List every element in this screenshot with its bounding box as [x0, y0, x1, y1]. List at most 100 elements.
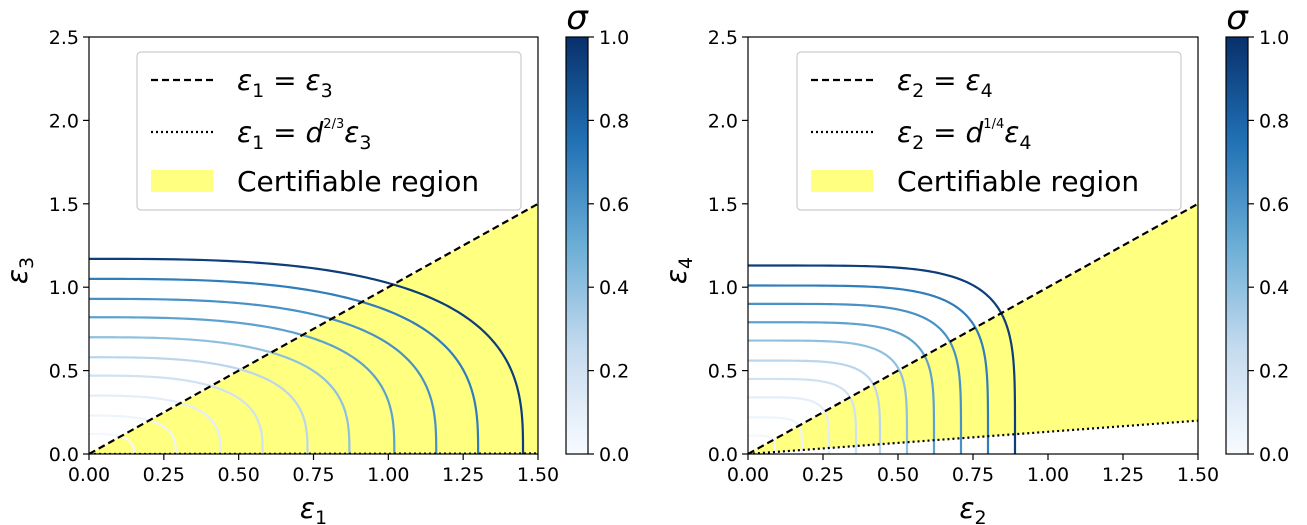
- contour-line: [748, 264, 1017, 454]
- x-axis-label: ε2: [959, 492, 986, 525]
- contour-line: [748, 434, 777, 454]
- x-tick-label: 1.00: [1027, 464, 1069, 486]
- legend-entry-text: ε1 = ε3: [237, 64, 333, 102]
- y-tick-label: 2.5: [708, 27, 738, 49]
- legend-exp-num: 1: [983, 117, 991, 132]
- dashed-boundary-line: [748, 202, 1198, 454]
- legend-lhs-sub: 2: [912, 80, 924, 102]
- legend-entry-text: Certifiable region: [237, 165, 479, 198]
- colorbar-tick-label: 0.4: [599, 277, 629, 299]
- legend-box: [796, 51, 1182, 211]
- contour-line: [748, 416, 804, 454]
- colorbar: 0.0 0.2 0.4 0.6 0.8 1.0 σ: [565, 0, 629, 466]
- colorbar-tick-label: 0.8: [1259, 110, 1289, 132]
- contour-line: [748, 321, 936, 454]
- contour-line: [89, 336, 351, 454]
- colorbar-tick-label: 0.8: [599, 110, 629, 132]
- x-tick-label: 1.50: [517, 464, 559, 486]
- y-tick-label: 1.0: [708, 277, 738, 299]
- legend-box: [136, 51, 522, 211]
- legend-fill-swatch: [811, 170, 873, 192]
- dashed-boundary-line: [89, 202, 538, 454]
- colorbar-tick-label: 0.4: [1259, 277, 1289, 299]
- x-axis-label-sub: 2: [975, 507, 987, 525]
- contour-line: [748, 284, 990, 454]
- y-axis-label: ε4: [660, 257, 697, 284]
- y-tick-label: 0.5: [49, 361, 79, 383]
- legend-coef: d: [966, 116, 984, 149]
- legend-lhs: ε: [897, 116, 912, 149]
- legend-rhs-sub: 3: [321, 80, 333, 102]
- plot-area: [748, 202, 1198, 454]
- x-axis-label-sub: 1: [315, 507, 327, 525]
- legend-rhs: ε: [1004, 116, 1019, 149]
- dotted-boundary-line: [748, 419, 1198, 454]
- legend-exp-den: 3: [336, 117, 344, 132]
- contour-line: [89, 257, 525, 454]
- legend-rhs-sub: 3: [359, 132, 371, 154]
- colorbar-tick-label: 0.6: [1259, 194, 1289, 216]
- x-tick-label: 1.50: [1177, 464, 1219, 486]
- y-tick-label: 2.0: [49, 110, 79, 132]
- contour-line: [89, 394, 222, 454]
- legend-entry-text: ε2 = ε4: [897, 64, 993, 102]
- legend-lhs-sub: 1: [252, 132, 264, 154]
- legend-rhs-sub: 4: [981, 80, 993, 102]
- y-axis-label-sub: 3: [16, 257, 38, 269]
- legend-lhs: ε: [237, 116, 252, 149]
- colorbar-tick-label: 1.0: [599, 27, 629, 49]
- y-tick-label: 1.5: [708, 194, 738, 216]
- legend-rhs-sub: 4: [1019, 132, 1031, 154]
- contour-line: [89, 414, 177, 454]
- left-panel: 0.00 0.25 0.50 0.75 1.00 1.25 1.50 0.0 0.5 1.0 1.5…: [1, 0, 629, 525]
- colorbar-tick-label: 0.2: [599, 361, 629, 383]
- x-tick-label: 0.25: [802, 464, 844, 486]
- colorbar-tick-label: 0.0: [599, 444, 629, 466]
- y-tick-label: 2.5: [49, 27, 79, 49]
- legend-rhs: ε: [966, 64, 981, 97]
- contour-line: [748, 377, 858, 454]
- contour-line: [748, 396, 831, 454]
- contour-line: [89, 316, 396, 454]
- legend-entry-text: ε1 = d2/3ε3: [237, 116, 371, 154]
- legend-exp-bar: /: [992, 117, 997, 132]
- x-tick-label: 0.50: [218, 464, 260, 486]
- x-axis-label: ε1: [300, 492, 327, 525]
- colorbar-tick-label: 0.6: [599, 194, 629, 216]
- x-tick-label: 0.75: [952, 464, 994, 486]
- y-tick-label: 0.0: [49, 444, 79, 466]
- legend-rhs: ε: [306, 64, 321, 97]
- contour-line: [748, 339, 909, 454]
- contour-line: [89, 432, 135, 454]
- contour-line: [748, 359, 882, 454]
- legend-eq: =: [264, 64, 305, 97]
- x-tick-label: 1.25: [1102, 464, 1144, 486]
- legend-lhs-sub: 1: [252, 80, 264, 102]
- legend-entry-text: Certifiable region: [897, 165, 1139, 198]
- colorbar-tick-label: 0.0: [1259, 444, 1289, 466]
- x-tick-label: 0.75: [292, 464, 334, 486]
- y-axis-label-sub: 4: [675, 257, 697, 269]
- colorbar-label: σ: [566, 0, 589, 38]
- legend-exp-num: 2: [323, 117, 331, 132]
- contour-line: [89, 356, 309, 454]
- x-tick-label: 0.25: [143, 464, 185, 486]
- legend-eq: =: [264, 116, 305, 149]
- y-tick-label: 1.5: [49, 194, 79, 216]
- plot-area: [89, 202, 538, 454]
- legend-eq: =: [924, 116, 965, 149]
- colorbar-gradient: [1225, 36, 1249, 455]
- contour-line: [89, 277, 480, 454]
- y-tick-label: 0.5: [708, 361, 738, 383]
- legend-coef: d: [306, 116, 324, 149]
- x-tick-label: 0.00: [727, 464, 769, 486]
- right-panel: 0.00 0.25 0.50 0.75 1.00 1.25 1.50 0.0 0.5 1.0 1.5…: [660, 0, 1289, 525]
- colorbar-tick-label: 0.2: [1259, 361, 1289, 383]
- legend-eq: =: [924, 64, 965, 97]
- legend-fill-swatch: [151, 170, 213, 192]
- legend-lhs: ε: [897, 64, 912, 97]
- legend-exp-bar: /: [332, 117, 337, 132]
- y-tick-label: 0.0: [708, 444, 738, 466]
